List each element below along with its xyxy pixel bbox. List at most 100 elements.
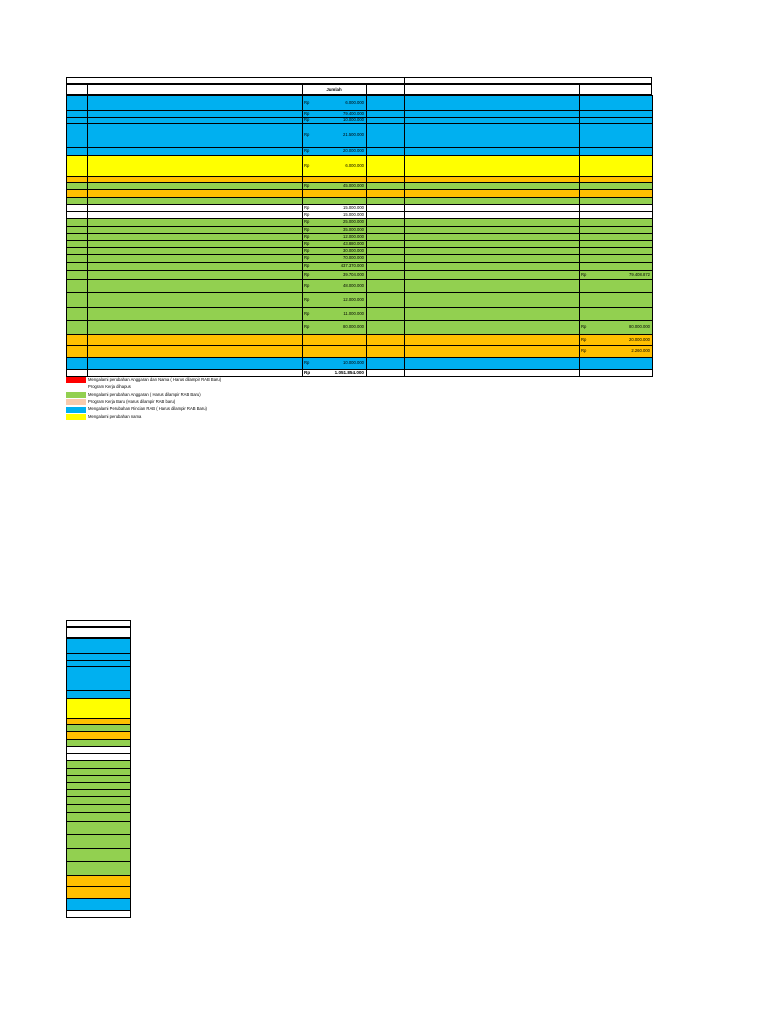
- amount-value: 10.000.000: [343, 360, 364, 365]
- currency-label: Rp: [304, 233, 310, 239]
- currency-label: Rp: [581, 271, 587, 277]
- table-cell[interactable]: [87, 307, 303, 321]
- legend-swatch: [66, 377, 86, 383]
- currency-label: Rp: [304, 99, 310, 105]
- currency-label: Rp: [304, 204, 310, 210]
- currency-label: Rp: [304, 182, 310, 188]
- currency-label: Rp: [304, 296, 310, 302]
- currency-label: Rp: [304, 226, 310, 232]
- amount-value: 15.000.000: [343, 204, 364, 210]
- currency-label: Rp: [304, 219, 310, 224]
- amount-value: 45.000.000: [343, 182, 364, 188]
- table-cell[interactable]: [87, 123, 303, 148]
- secondary-table-cell[interactable]: [66, 638, 131, 654]
- secondary-table-cell[interactable]: [66, 910, 131, 918]
- amount-value: 6.000.000: [345, 99, 364, 105]
- secondary-table-cell[interactable]: [66, 861, 131, 877]
- currency-label: Rp: [304, 211, 310, 217]
- currency-label: Rp: [304, 324, 310, 329]
- table-cell[interactable]: [66, 307, 88, 321]
- amount-value: 70.000.000: [343, 255, 364, 260]
- currency-label: Rp: [304, 162, 310, 168]
- secondary-table-cell[interactable]: [66, 697, 131, 720]
- secondary-table-cell[interactable]: [66, 665, 131, 691]
- secondary-table-cell[interactable]: [66, 820, 131, 835]
- revised-amount-value: 79.408.872: [629, 271, 650, 277]
- header-divider: [302, 84, 303, 95]
- revised-amount-value: 2.260.000: [631, 348, 650, 353]
- currency-label: Rp: [304, 240, 310, 246]
- table-cell[interactable]: [87, 320, 303, 335]
- secondary-header-top[interactable]: [66, 620, 131, 627]
- table-cell[interactable]: [579, 95, 653, 111]
- amount-value: 30.000.000: [343, 247, 364, 253]
- amount-value: 25.000.000: [343, 219, 364, 224]
- currency-label: Rp: [304, 110, 310, 116]
- currency-label: Rp: [304, 132, 310, 137]
- table-cell[interactable]: [366, 307, 405, 321]
- currency-label: Rp: [304, 148, 310, 153]
- table-cell[interactable]: [366, 320, 405, 335]
- table-cell[interactable]: [87, 279, 303, 293]
- table-cell[interactable]: [366, 369, 405, 377]
- currency-label: Rp: [304, 271, 310, 277]
- table-cell[interactable]: [87, 155, 303, 177]
- column-header-jumlah: Jumlah: [326, 87, 342, 92]
- table-cell[interactable]: [579, 369, 653, 377]
- amount-value: 48.000.000: [343, 282, 364, 288]
- header-row[interactable]: [66, 84, 652, 95]
- amount-value: 15.000.000: [343, 211, 364, 217]
- table-cell[interactable]: [66, 292, 88, 308]
- currency-label: Rp: [304, 369, 311, 375]
- header-divider: [579, 84, 580, 95]
- table-cell[interactable]: [579, 292, 653, 308]
- header-row-top[interactable]: [66, 77, 652, 84]
- table-cell[interactable]: [66, 155, 88, 177]
- table-cell[interactable]: [404, 292, 580, 308]
- header-divider: [87, 84, 88, 95]
- table-cell[interactable]: [579, 307, 653, 321]
- table-cell[interactable]: [404, 155, 580, 177]
- table-cell[interactable]: [366, 279, 405, 293]
- table-cell[interactable]: [404, 320, 580, 335]
- table-cell[interactable]: [66, 95, 88, 111]
- table-cell[interactable]: [579, 123, 653, 148]
- table-cell[interactable]: [66, 320, 88, 335]
- table-cell[interactable]: [366, 155, 405, 177]
- table-cell[interactable]: [87, 369, 303, 377]
- header-divider: [404, 84, 405, 95]
- amount-value: 10.000.000: [343, 117, 364, 122]
- header-divider: [366, 84, 367, 95]
- table-cell[interactable]: [404, 279, 580, 293]
- table-cell[interactable]: [404, 123, 580, 148]
- revised-amount-value: 80.000.000: [629, 324, 650, 329]
- amount-value: 11.000.000: [343, 310, 364, 316]
- header-divider: [404, 77, 405, 84]
- legend-label: Mengalami Perubahan Rincian RAB ( Harus …: [88, 406, 207, 412]
- legend-swatch: [66, 414, 86, 420]
- currency-label: Rp: [581, 348, 587, 353]
- currency-label: Rp: [304, 117, 310, 122]
- amount-value: 79.400.000: [343, 110, 364, 116]
- table-cell[interactable]: [366, 292, 405, 308]
- revised-amount-value: 20.000.000: [629, 336, 650, 342]
- currency-label: Rp: [581, 336, 587, 342]
- table-cell[interactable]: [366, 95, 405, 111]
- table-cell[interactable]: [404, 369, 580, 377]
- table-cell[interactable]: [404, 95, 580, 111]
- amount-value: 12.000.000: [343, 233, 364, 239]
- table-cell[interactable]: [87, 95, 303, 111]
- secondary-header[interactable]: [66, 627, 131, 638]
- table-cell[interactable]: [66, 369, 88, 377]
- table-cell[interactable]: [66, 123, 88, 148]
- table-cell[interactable]: [579, 279, 653, 293]
- table-cell[interactable]: [579, 155, 653, 177]
- table-cell[interactable]: [66, 279, 88, 293]
- table-cell[interactable]: [404, 307, 580, 321]
- secondary-table-cell[interactable]: [66, 848, 131, 863]
- legend-swatch: [66, 399, 86, 406]
- secondary-table-cell[interactable]: [66, 833, 131, 850]
- table-cell[interactable]: [366, 123, 405, 148]
- grand-total-amount: 1.051.854.000: [334, 369, 364, 375]
- table-cell[interactable]: [87, 292, 303, 308]
